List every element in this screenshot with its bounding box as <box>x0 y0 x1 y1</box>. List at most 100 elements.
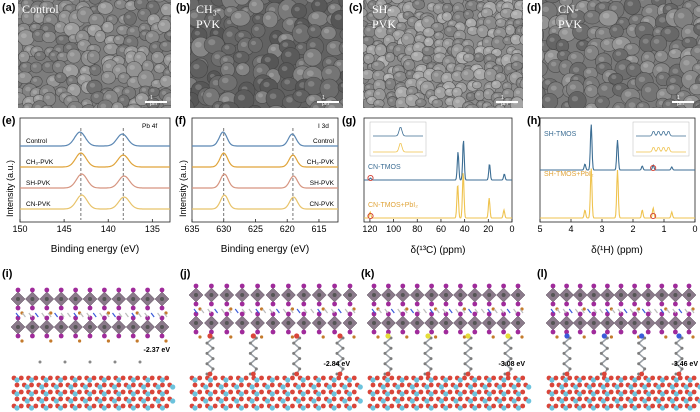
series-line-f-1 <box>192 152 338 168</box>
xtick-label-e-0: 150 <box>12 224 27 234</box>
xtick-label-f-2: 625 <box>248 224 263 234</box>
panel-letter-k: (k) <box>361 268 375 280</box>
series-label-e-2: SH-PVK <box>26 180 51 187</box>
panel-letter-d: (d) <box>527 2 542 14</box>
structure-models-row: -2.37 eV -2.84 eV -3.08 eV -3.46 eV <box>10 283 700 411</box>
scale-bar-b <box>317 101 339 103</box>
sem-title-a: Control <box>22 2 59 16</box>
scale-bar-d <box>672 101 694 103</box>
xtick-label-h-4: 1 <box>661 224 666 234</box>
plot-frame-f <box>191 117 339 223</box>
panel-letter-f: (f) <box>175 115 186 127</box>
sem-title-b: CH₃-PVK <box>196 2 221 31</box>
panel-letter-h: (h) <box>527 115 541 127</box>
sem-image-control <box>18 0 171 108</box>
series-label-f-0: Control <box>313 138 335 145</box>
inset-line-g-0 <box>373 127 423 137</box>
energy-label-l: -3.46 eV <box>672 361 699 368</box>
panel-letter-e: (e) <box>2 115 16 127</box>
marker-circle-g-1 <box>367 212 374 220</box>
xtick-label-h-3: 2 <box>630 224 635 234</box>
xtick-label-h-1: 4 <box>568 224 573 234</box>
inset-box-h <box>632 121 690 157</box>
scale-label-a: 1 μm <box>150 95 158 107</box>
panel-letter-b: (b) <box>176 2 191 14</box>
xtick-label-f-3: 620 <box>280 224 295 234</box>
series-line-f-0 <box>192 131 338 147</box>
marker-circle-h-0 <box>650 164 657 172</box>
x-axis-label-f: Binding energy (eV) <box>221 244 309 255</box>
x-axis-label-g: δ(¹³C) (ppm) <box>411 245 466 256</box>
sem-image-cn <box>542 0 700 108</box>
inset-line-h-0 <box>636 131 686 137</box>
xtick-label-h-0: 5 <box>537 224 542 234</box>
inset-line-g-1 <box>373 143 423 153</box>
sem-texture-c <box>363 0 523 108</box>
xtick-label-g-2: 80 <box>412 224 422 234</box>
scale-label-c: 1 μm <box>501 95 509 107</box>
inset-line-h-1 <box>636 147 686 153</box>
sem-title-c: SH-PVK <box>372 2 397 31</box>
series-line-e-2 <box>20 173 170 189</box>
series-line-f-2 <box>192 173 338 189</box>
y-axis-label-f: Intensity (a.u.) <box>178 160 188 217</box>
xtick-label-e-3: 135 <box>145 224 160 234</box>
panel-letter-c: (c) <box>349 2 363 14</box>
nmr-line-g-1 <box>364 173 512 219</box>
plot-frame-g <box>363 117 513 223</box>
sem-texture-d <box>542 0 700 108</box>
xtick-label-e-1: 145 <box>57 224 72 234</box>
series-line-e-0 <box>20 131 170 147</box>
annotation-pb4f: Pb 4f <box>142 123 157 130</box>
xtick-label-g-4: 40 <box>460 224 470 234</box>
xtick-label-g-5: 20 <box>483 224 493 234</box>
panel-letter-l: (l) <box>537 268 548 280</box>
xtick-label-h-5: 0 <box>692 224 697 234</box>
series-label-sh-tmos: SH-TMOS <box>544 131 577 138</box>
sem-texture-b <box>190 0 343 108</box>
annotation-i3d: I 3d <box>318 123 329 130</box>
sem-texture-a <box>18 0 171 108</box>
series-line-f-3 <box>192 194 338 210</box>
x-axis-label-h: δ(¹H) (ppm) <box>591 245 643 256</box>
series-label-e-3: CN-PVK <box>26 201 51 208</box>
energy-label-j: -2.84 eV <box>324 361 351 368</box>
energy-label-i: -2.37 eV <box>144 347 171 354</box>
series-line-e-1 <box>20 152 170 168</box>
xtick-label-e-2: 140 <box>101 224 116 234</box>
x-axis-label-e: Binding energy (eV) <box>51 244 139 255</box>
y-axis-label-e: Intensity (a.u.) <box>5 160 15 217</box>
spectra-row: (e) (f) (g) (h) Intensity (a.u.) Intensi… <box>2 115 698 256</box>
series-label-f-3: CN-PVK <box>309 201 334 208</box>
energy-label-k: -3.08 eV <box>499 361 526 368</box>
nmr-line-h-0 <box>540 124 695 171</box>
series-line-e-3 <box>20 194 170 210</box>
series-label-cn-tmos-pbi2: CN-TMOS+PbI₂ <box>368 202 418 209</box>
scale-label-d: 1 μm <box>677 95 685 107</box>
xtick-label-g-1: 100 <box>386 224 401 234</box>
sem-title-d: CN-PVK <box>558 2 583 31</box>
xtick-label-f-1: 630 <box>216 224 231 234</box>
sem-image-sh <box>363 0 523 108</box>
scale-bar-a <box>145 101 167 103</box>
panel-letter-g: (g) <box>342 115 356 127</box>
xtick-label-g-6: 0 <box>509 224 514 234</box>
series-label-f-1: CH₃-PVK <box>307 159 335 166</box>
series-label-cn-tmos: CN-TMOS <box>368 164 401 171</box>
inset-box-g <box>369 121 427 157</box>
scale-bar-c <box>496 101 518 103</box>
marker-circle-g-0 <box>367 174 374 182</box>
nmr-line-h-1 <box>540 168 695 219</box>
series-label-sh-tmos-pbi2: SH-TMOS+PbI₂ <box>544 171 594 178</box>
series-label-e-1: CH₃-PVK <box>26 159 54 166</box>
nmr-line-g-0 <box>364 140 512 181</box>
scale-label-b: 1 μm <box>322 95 330 107</box>
marker-circle-h-1 <box>650 212 657 220</box>
xtick-label-g-3: 60 <box>436 224 446 234</box>
xtick-label-h-2: 3 <box>599 224 604 234</box>
sem-image-ch3 <box>190 0 343 108</box>
panel-letter-i: (i) <box>2 268 13 280</box>
xtick-label-f-0: 635 <box>184 224 199 234</box>
plot-frame-e <box>19 117 171 223</box>
series-label-e-0: Control <box>26 138 48 145</box>
